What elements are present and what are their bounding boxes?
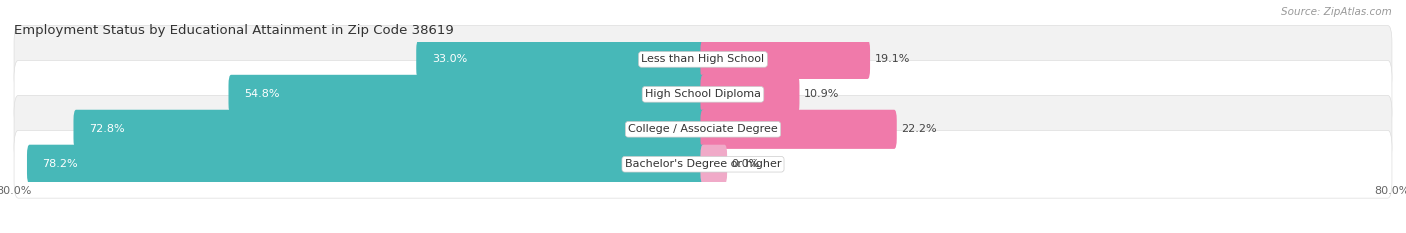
Text: 0.0%: 0.0% — [731, 159, 759, 169]
FancyBboxPatch shape — [229, 75, 706, 114]
FancyBboxPatch shape — [27, 145, 706, 184]
Text: Bachelor's Degree or higher: Bachelor's Degree or higher — [624, 159, 782, 169]
Text: Employment Status by Educational Attainment in Zip Code 38619: Employment Status by Educational Attainm… — [14, 24, 454, 37]
FancyBboxPatch shape — [14, 61, 1392, 128]
Text: 22.2%: 22.2% — [901, 124, 936, 134]
FancyBboxPatch shape — [700, 40, 870, 79]
Text: 54.8%: 54.8% — [245, 89, 280, 99]
FancyBboxPatch shape — [14, 96, 1392, 163]
FancyBboxPatch shape — [416, 40, 706, 79]
Text: 33.0%: 33.0% — [432, 55, 467, 64]
FancyBboxPatch shape — [14, 130, 1392, 198]
Text: Source: ZipAtlas.com: Source: ZipAtlas.com — [1281, 7, 1392, 17]
FancyBboxPatch shape — [700, 75, 800, 114]
Text: Less than High School: Less than High School — [641, 55, 765, 64]
Text: 78.2%: 78.2% — [42, 159, 79, 169]
Text: 10.9%: 10.9% — [804, 89, 839, 99]
Text: College / Associate Degree: College / Associate Degree — [628, 124, 778, 134]
Text: 72.8%: 72.8% — [89, 124, 125, 134]
FancyBboxPatch shape — [700, 145, 727, 184]
FancyBboxPatch shape — [73, 110, 706, 149]
Text: High School Diploma: High School Diploma — [645, 89, 761, 99]
FancyBboxPatch shape — [700, 110, 897, 149]
FancyBboxPatch shape — [14, 26, 1392, 93]
Text: 19.1%: 19.1% — [875, 55, 910, 64]
